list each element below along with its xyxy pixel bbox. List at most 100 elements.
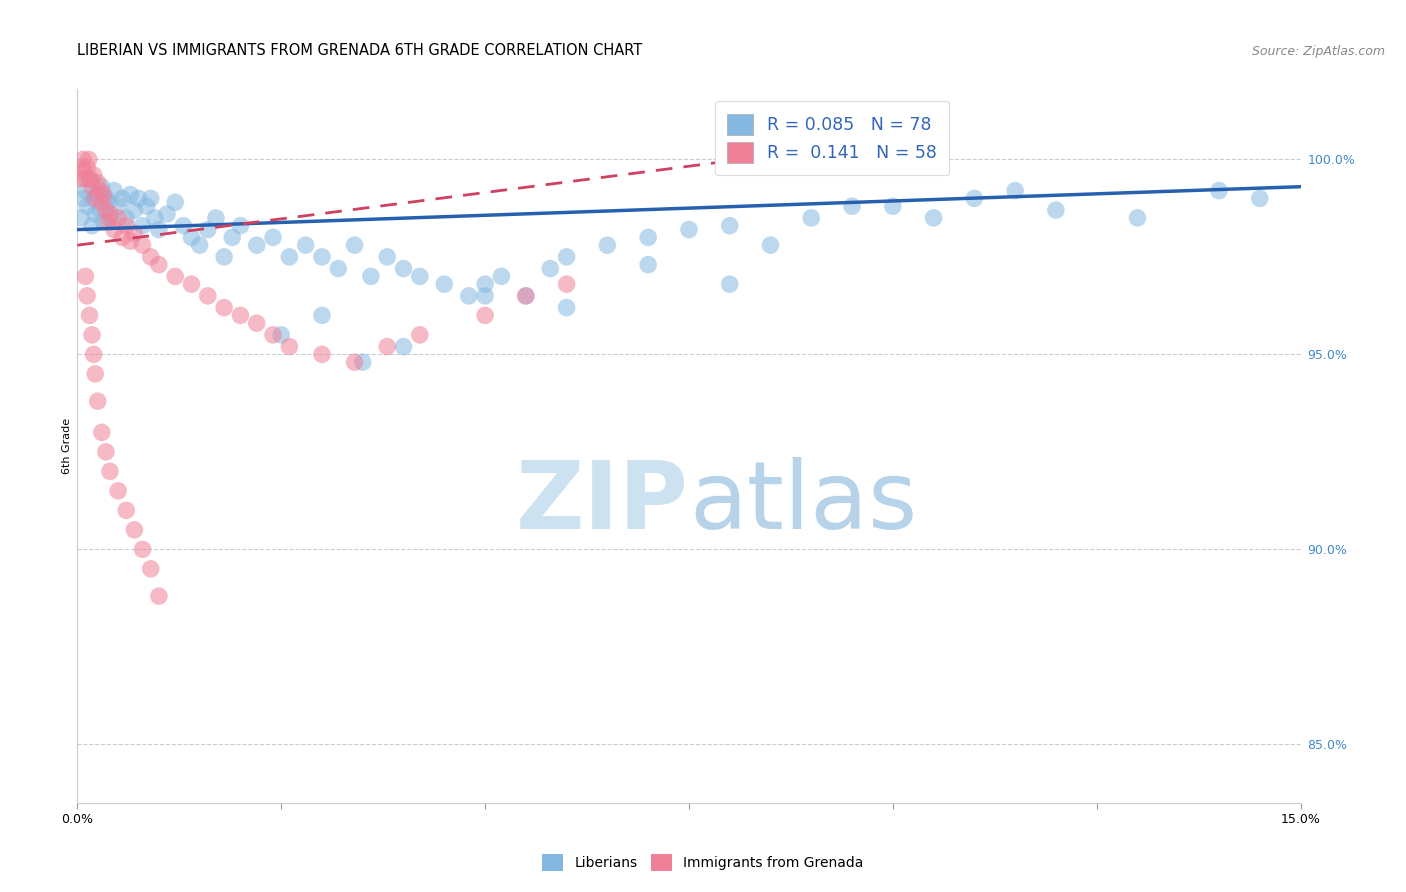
Point: [94, 445, 117, 459]
Point: [87, 394, 110, 409]
Point: [135, 199, 157, 213]
Point: [311, 250, 333, 264]
Point: [139, 191, 162, 205]
Point: [180, 277, 202, 292]
Point: [148, 222, 170, 236]
Point: [841, 199, 863, 213]
Point: [311, 347, 333, 361]
Point: [83, 191, 105, 205]
Text: ZIP: ZIP: [516, 457, 689, 549]
Point: [93, 187, 115, 202]
Point: [328, 261, 350, 276]
Point: [75, 269, 97, 284]
Point: [93, 215, 115, 229]
Point: [98, 464, 121, 478]
Point: [515, 289, 537, 303]
Point: [115, 503, 138, 517]
Point: [212, 250, 235, 264]
Point: [433, 277, 456, 292]
Point: [84, 191, 107, 205]
Point: [83, 347, 105, 361]
Point: [555, 301, 578, 315]
Point: [98, 211, 121, 225]
Text: Source: ZipAtlas.com: Source: ZipAtlas.com: [1251, 45, 1385, 58]
Point: [76, 160, 98, 174]
Point: [97, 195, 120, 210]
Point: [80, 219, 103, 233]
Point: [128, 191, 150, 205]
Point: [70, 211, 93, 225]
Point: [143, 211, 166, 225]
Point: [90, 425, 112, 440]
Point: [120, 234, 142, 248]
Point: [882, 199, 904, 213]
Point: [1004, 184, 1026, 198]
Point: [80, 179, 103, 194]
Point: [75, 184, 97, 198]
Point: [343, 238, 366, 252]
Point: [89, 203, 111, 218]
Point: [1249, 191, 1271, 205]
Point: [352, 355, 374, 369]
Point: [409, 269, 432, 284]
Point: [107, 483, 129, 498]
Point: [474, 289, 496, 303]
Point: [555, 277, 578, 292]
Point: [197, 222, 219, 236]
Point: [457, 289, 479, 303]
Point: [1208, 184, 1230, 198]
Point: [922, 211, 945, 225]
Point: [94, 191, 117, 205]
Point: [637, 230, 659, 244]
Point: [103, 184, 125, 198]
Point: [75, 172, 97, 186]
Point: [409, 327, 432, 342]
Point: [294, 238, 316, 252]
Point: [87, 176, 110, 190]
Point: [474, 309, 496, 323]
Point: [131, 219, 153, 233]
Text: LIBERIAN VS IMMIGRANTS FROM GRENADA 6TH GRADE CORRELATION CHART: LIBERIAN VS IMMIGRANTS FROM GRENADA 6TH …: [77, 43, 643, 58]
Point: [98, 207, 121, 221]
Point: [270, 327, 292, 342]
Point: [197, 289, 219, 303]
Point: [212, 301, 235, 315]
Point: [139, 250, 162, 264]
Point: [76, 199, 98, 213]
Point: [1045, 203, 1067, 218]
Point: [139, 562, 162, 576]
Point: [229, 309, 252, 323]
Point: [678, 222, 700, 236]
Point: [800, 211, 823, 225]
Point: [637, 258, 659, 272]
Point: [79, 172, 101, 186]
Point: [311, 309, 333, 323]
Point: [180, 230, 202, 244]
Point: [221, 230, 243, 244]
Point: [515, 289, 537, 303]
Point: [84, 367, 107, 381]
Point: [120, 187, 142, 202]
Point: [73, 191, 96, 205]
Point: [111, 191, 134, 205]
Point: [718, 219, 741, 233]
Point: [262, 327, 284, 342]
Point: [596, 238, 619, 252]
Point: [70, 160, 93, 174]
Point: [76, 289, 98, 303]
Point: [69, 172, 91, 186]
Point: [538, 261, 561, 276]
Point: [156, 207, 179, 221]
Point: [124, 203, 146, 218]
Y-axis label: 6th Grade: 6th Grade: [62, 418, 72, 474]
Point: [278, 340, 301, 354]
Point: [89, 184, 111, 198]
Point: [375, 250, 398, 264]
Point: [80, 327, 103, 342]
Point: [188, 238, 211, 252]
Point: [94, 203, 117, 218]
Point: [246, 316, 269, 330]
Point: [79, 172, 101, 186]
Point: [1126, 211, 1149, 225]
Point: [97, 215, 120, 229]
